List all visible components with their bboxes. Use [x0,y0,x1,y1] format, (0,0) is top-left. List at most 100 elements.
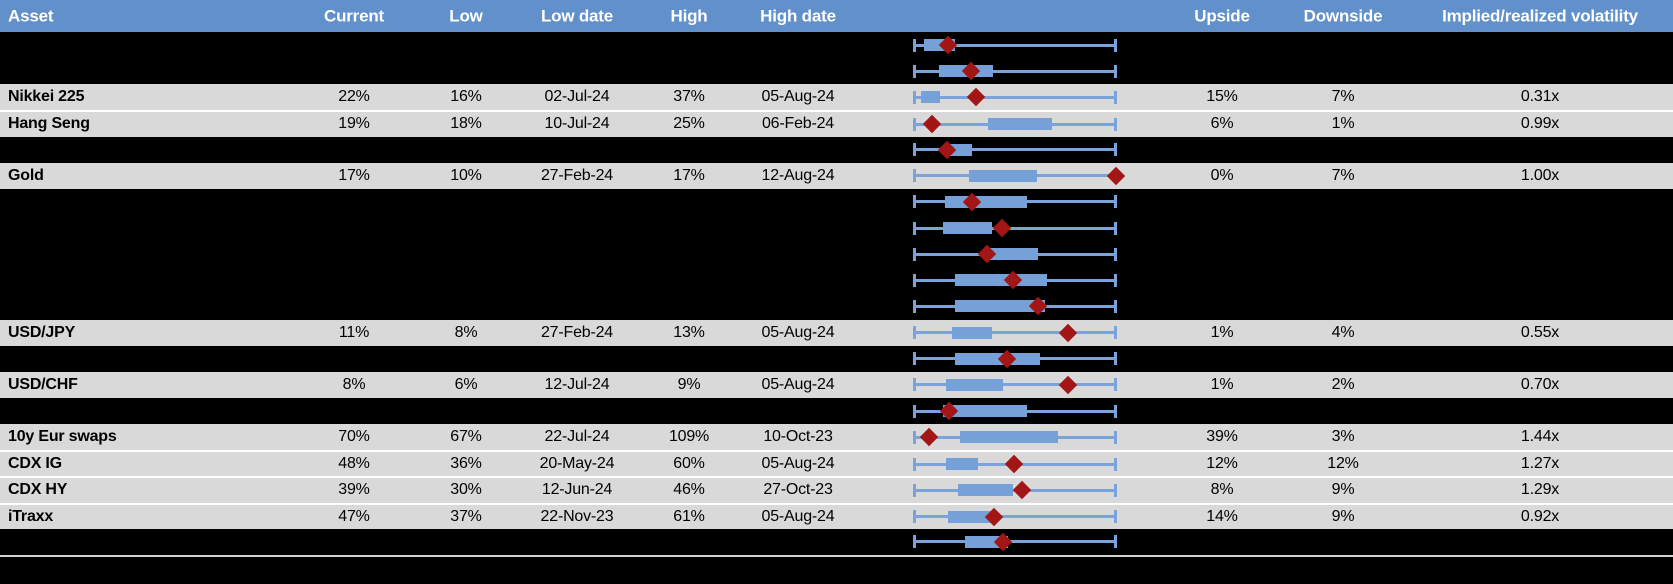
current-diamond-marker [1012,481,1031,500]
whisker-cap-left [913,117,916,131]
whisker-cap-right [1114,90,1117,104]
implied-realized-vol-value: 1.00x [1520,166,1560,184]
range-box-plot [913,505,1117,529]
range-box-plot [913,58,1117,84]
upside-value: 6% [1210,115,1234,133]
range-box-plot [913,452,1117,476]
range-box-plot [913,478,1117,502]
low-date: 22-Nov-23 [540,507,614,525]
range-box-plot [913,267,1117,293]
asset-name: Nikkei 225 [8,88,85,106]
low-value: 16% [450,88,482,106]
range-box [948,510,997,523]
range-box [955,274,1047,287]
whisker-cap-right [1114,404,1117,418]
low-value: 8% [454,323,478,341]
asset-name: Gold [8,166,44,184]
whisker-cap-left [913,299,916,313]
whisker-cap-right [1114,535,1117,549]
whisker-cap-left [913,535,916,549]
col-header-low: Low [449,6,483,26]
low-date: 12-Jul-24 [544,375,610,393]
whisker-cap-left [913,483,916,497]
implied-realized-vol-value: 1.27x [1520,455,1560,473]
asset-name: CDX IG [8,455,62,473]
implied-realized-vol-value: 0.92x [1520,507,1560,525]
high-value: 37% [673,88,705,106]
high-date: 10-Oct-23 [763,428,833,446]
range-box [959,431,1059,444]
whisker-cap-right [1114,457,1117,471]
col-header-current: Current [324,6,384,26]
implied-realized-vol-value: 1.44x [1520,428,1560,446]
col-header-high: High [670,6,708,26]
downside-value: 9% [1331,507,1355,525]
whisker-cap-right [1114,38,1117,52]
whisker-cap-right [1114,247,1117,261]
whisker-cap-right [1114,221,1117,235]
whisker-line [913,331,1117,335]
high-date: 05-Aug-24 [761,507,835,525]
current-value: 22% [338,88,370,106]
low-date: 10-Jul-24 [544,115,610,133]
whisker-cap-right [1114,430,1117,444]
range-box [951,326,992,339]
range-box-plot [913,529,1117,555]
low-value: 30% [450,481,482,499]
whisker-cap-left [913,221,916,235]
whisker-cap-left [913,38,916,52]
implied-realized-vol-value: 1.29x [1520,481,1560,499]
asset-name: 10y Eur swaps [8,428,117,446]
upside-value: 14% [1206,507,1238,525]
range-box-plot [913,398,1117,424]
current-value: 19% [338,115,370,133]
col-header-low-date: Low date [540,6,614,26]
range-box-plot [913,372,1117,398]
whisker-cap-left [913,195,916,209]
whisker-cap-right [1114,299,1117,313]
whisker-cap-left [913,457,916,471]
low-value: 36% [450,455,482,473]
whisker-cap-right [1114,378,1117,392]
downside-value: 7% [1331,88,1355,106]
whisker-cap-right [1114,510,1117,524]
range-box-plot [913,32,1117,58]
whisker-cap-right [1114,326,1117,340]
high-date: 05-Aug-24 [761,323,835,341]
current-diamond-marker [1005,455,1024,474]
whisker-cap-left [913,90,916,104]
high-date: 05-Aug-24 [761,455,835,473]
header-row: Asset Current Low Low date High High dat… [0,0,1673,32]
high-value: 9% [677,375,701,393]
range-box [946,378,1004,391]
upside-value: 1% [1210,323,1234,341]
current-diamond-marker [966,88,985,107]
range-box [989,248,1039,261]
table-row: 10y Eur swaps 70% 67% 22-Jul-24 109% 10-… [0,424,1673,451]
whisker-cap-right [1114,352,1117,366]
range-box-plot [913,189,1117,215]
table-row-hidden [0,32,1673,59]
current-diamond-marker [1058,323,1077,342]
current-diamond-marker [1106,166,1126,185]
high-value: 25% [673,115,705,133]
range-box [920,91,940,104]
table-row-hidden [0,188,1673,215]
implied-realized-vol-value: 0.99x [1520,115,1560,133]
high-value: 17% [673,166,705,184]
whisker-line [913,43,1117,47]
range-box-plot [913,112,1117,136]
high-date: 05-Aug-24 [761,88,835,106]
upside-value: 1% [1210,375,1234,393]
table-row: Hang Seng 19% 18% 10-Jul-24 25% 06-Feb-2… [0,110,1673,137]
whisker-cap-left [913,510,916,524]
asset-name: USD/CHF [8,375,78,393]
upside-value: 0% [1210,166,1234,184]
upside-value: 15% [1206,88,1238,106]
table-row-hidden [0,136,1673,163]
high-date: 05-Aug-24 [761,375,835,393]
whisker-cap-right [1114,64,1117,78]
col-header-high-date: High date [760,6,836,26]
high-date: 27-Oct-23 [763,481,833,499]
high-value: 46% [673,481,705,499]
